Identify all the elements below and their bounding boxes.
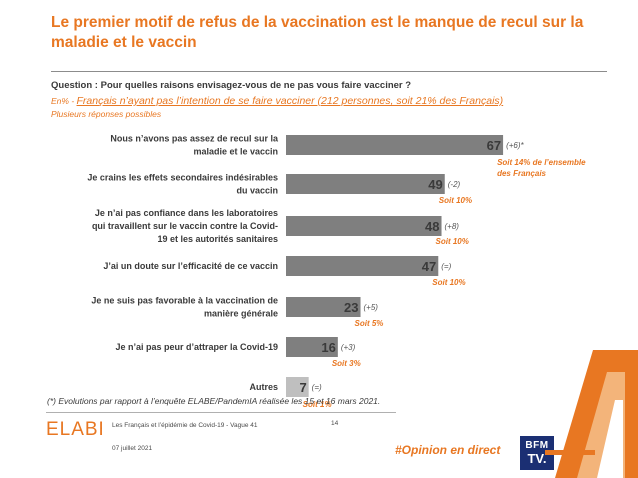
value-label: 47 — [422, 259, 436, 274]
evolution-label: (=) — [441, 262, 451, 271]
source-line: Les Français et l’épidémie de Covid-19 -… — [112, 422, 258, 429]
decorative-white-shape — [597, 400, 623, 478]
soit-label: Soit 10% — [436, 237, 469, 246]
soit-label: Soit 14% de l’ensemble — [497, 158, 586, 167]
page-number: 14 — [331, 420, 339, 427]
page-title: Le premier motif de refus de la vaccinat… — [51, 14, 584, 51]
category-label: Je n’ai pas confiance dans les laboratoi… — [95, 208, 278, 218]
survey-question: Question : Pour quelles raisons envisage… — [51, 80, 412, 91]
footer-divider — [46, 412, 396, 413]
category-label: Je n’ai pas peur d’attraper la Covid-19 — [115, 342, 278, 352]
bar — [286, 337, 338, 357]
bar — [286, 297, 361, 317]
evolution-label: (+3) — [341, 343, 356, 352]
multiple-answers-note: Plusieurs réponses possibles — [51, 109, 162, 119]
category-label: 19 et les autorités sanitaires — [157, 234, 278, 244]
value-label: 23 — [344, 300, 358, 315]
basis-label: Français n’ayant pas l’intention de se f… — [76, 95, 504, 107]
title-divider — [51, 71, 607, 72]
bfmtv-logo-bottom: TV. — [527, 451, 547, 466]
soit-label: Soit 10% — [439, 196, 472, 205]
bar — [286, 256, 439, 276]
decorative-bar — [545, 450, 595, 455]
elabe-logo: ELABE — [46, 419, 102, 440]
value-label: 16 — [321, 340, 335, 355]
value-label: 7 — [299, 380, 306, 395]
category-label: Je crains les effets secondaires indésir… — [87, 173, 278, 183]
category-label: Autres — [249, 382, 278, 392]
category-label: manière générale — [204, 309, 278, 319]
soit-label: Soit 5% — [355, 319, 384, 328]
value-label: 48 — [425, 219, 439, 234]
value-label: 49 — [428, 177, 442, 192]
evolution-label: (=) — [312, 383, 322, 392]
value-label: 67 — [487, 138, 501, 153]
category-label: Je ne suis pas favorable à la vaccinatio… — [91, 296, 278, 306]
hashtag: #Opinion en direct — [395, 443, 501, 457]
basis-prefix: En% - — [51, 96, 77, 106]
bar — [286, 135, 504, 155]
bar — [286, 377, 309, 397]
category-label: qui travaillent sur le vaccin contre la … — [92, 221, 278, 231]
category-label: maladie et le vaccin — [193, 147, 278, 157]
bar — [286, 174, 445, 194]
bfmtv-logo-top: BFM — [525, 440, 549, 451]
bar — [286, 216, 442, 236]
publication-date: 07 juillet 2021 — [112, 445, 153, 452]
category-label: du vaccin — [236, 186, 278, 196]
soit-label: Soit 1% — [303, 400, 332, 409]
soit-label: Soit 3% — [332, 359, 361, 368]
evolution-label: (-2) — [448, 180, 461, 189]
evolution-label: (+5) — [364, 303, 379, 312]
decorative-a-shape — [545, 350, 638, 478]
survey-basis: En% - Français n’ayant pas l’intention d… — [51, 95, 503, 107]
soit-label: Soit 10% — [432, 278, 465, 287]
evolution-label: (+8) — [445, 222, 460, 231]
category-label: J’ai un doute sur l’efficacité de ce vac… — [103, 261, 278, 271]
evolution-label: (+6)* — [506, 141, 524, 150]
category-label: Nous n’avons pas assez de recul sur la — [110, 134, 279, 144]
footnote: (*) Evolutions par rapport à l’enquête E… — [47, 396, 381, 406]
soit-label: des Français — [497, 169, 546, 178]
bfmtv-logo: BFM TV. — [520, 436, 554, 470]
elabe-logo-text: ELABE — [46, 419, 102, 440]
